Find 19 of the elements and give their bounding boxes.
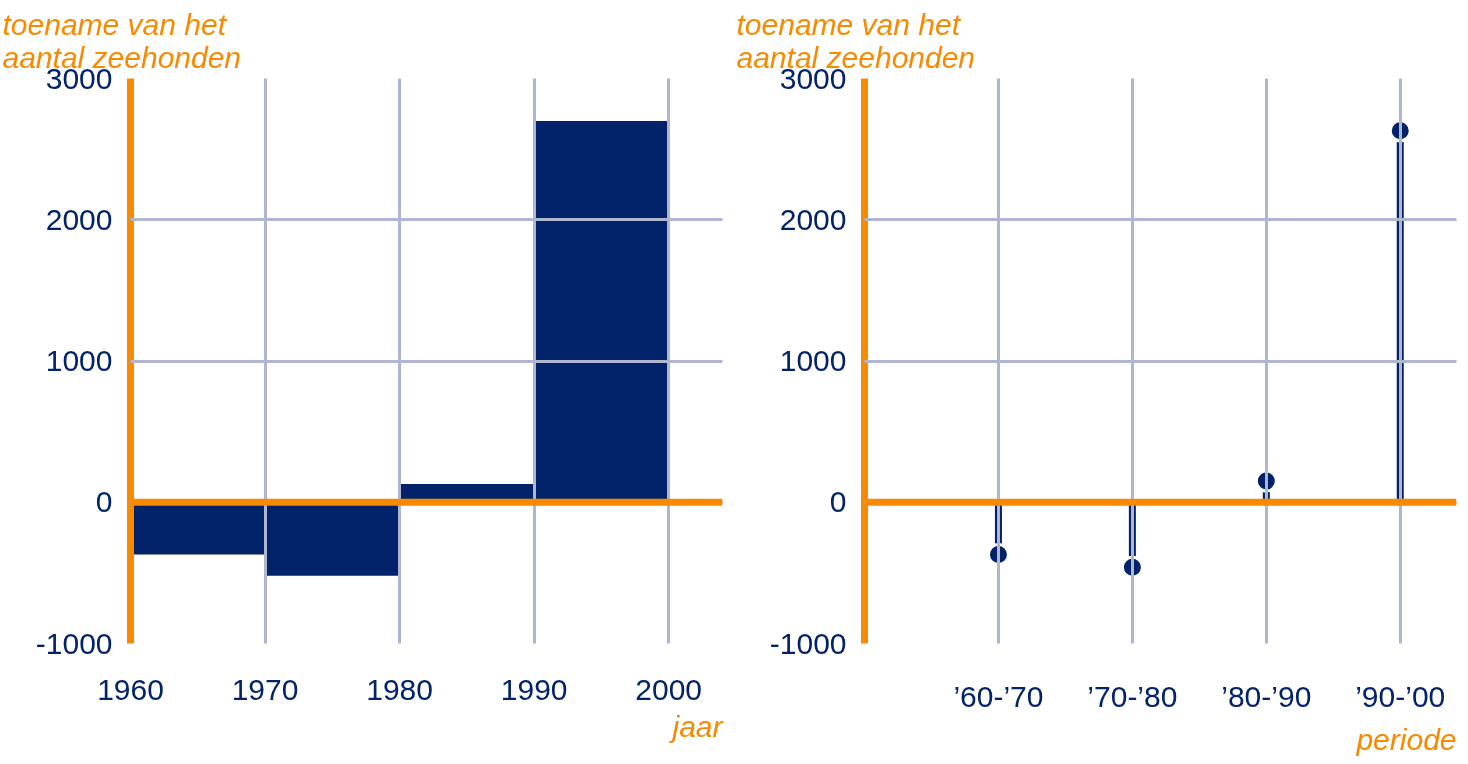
- x-tick-label: 1960: [97, 672, 164, 706]
- x-tick-label: 1970: [231, 672, 299, 706]
- x-tick-label: 2000: [635, 672, 703, 706]
- x-tick-label: ’80-’90: [1221, 679, 1312, 713]
- y-tick-label: 1000: [779, 344, 847, 377]
- y-tick-label: 2000: [45, 202, 113, 236]
- y-tick-label: 1000: [45, 344, 113, 377]
- x-tick-label: 1980: [366, 672, 433, 706]
- y-tick-label: -1000: [35, 626, 113, 660]
- x-axis-title: periode: [1355, 722, 1457, 756]
- y-tick-label: 0: [829, 485, 847, 519]
- x-axis-title: jaar: [668, 709, 724, 743]
- y-tick-label: 0: [95, 485, 113, 519]
- x-tick-label: ’90-’00: [1355, 679, 1446, 713]
- y-tick-label: 2000: [779, 202, 847, 236]
- y-tick-label: -1000: [769, 626, 847, 660]
- x-tick-label: 1990: [500, 672, 568, 706]
- x-tick-label: ’70-’80: [1087, 679, 1178, 713]
- x-tick-label: ’60-’70: [953, 679, 1044, 713]
